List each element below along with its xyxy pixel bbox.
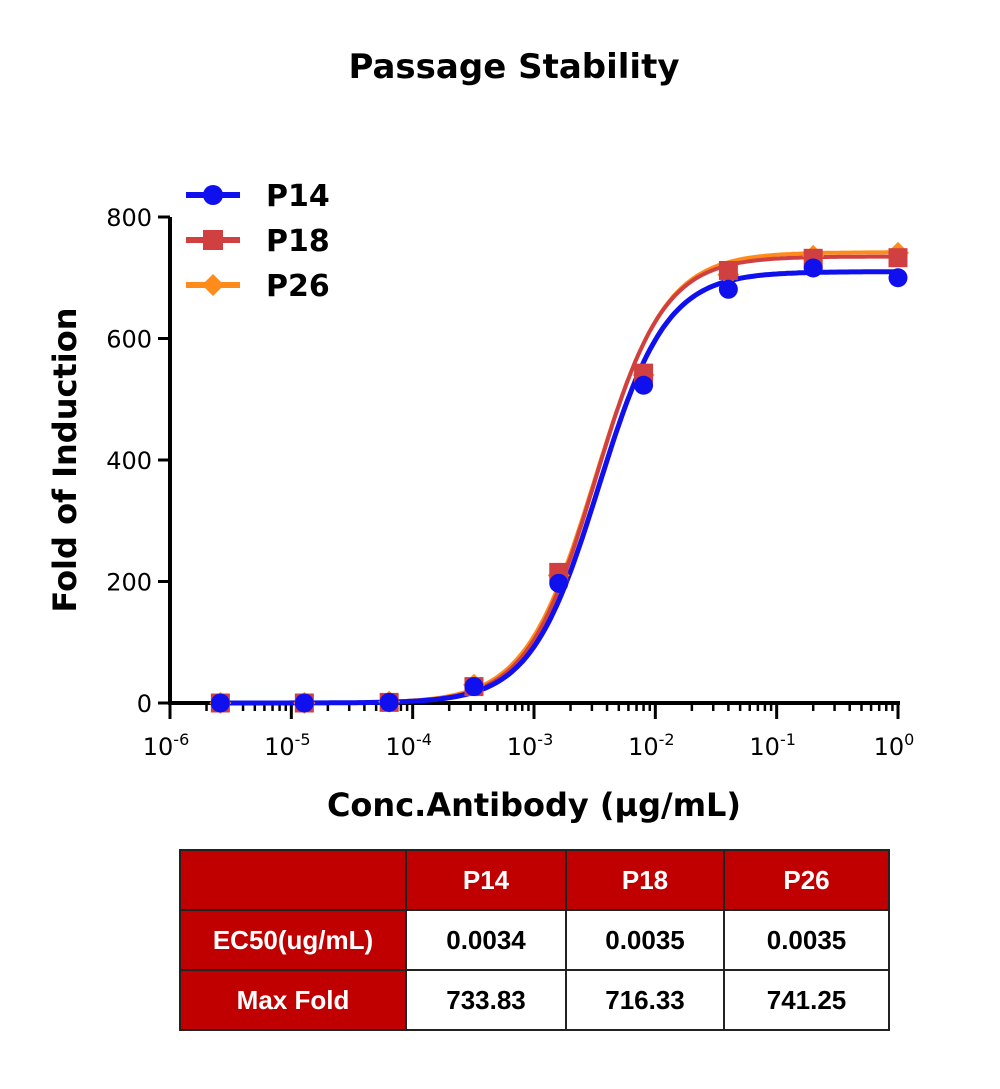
data-point-p14 bbox=[464, 677, 484, 697]
row-label: EC50(ug/mL) bbox=[179, 909, 407, 971]
fit-curve-p18 bbox=[220, 254, 899, 705]
data-point-p14 bbox=[634, 375, 654, 395]
x-tick-label: 10-3 bbox=[507, 730, 554, 761]
table-cell: 733.83 bbox=[405, 969, 567, 1031]
legend-marker-p14 bbox=[203, 185, 223, 205]
table-row: EC50(ug/mL) 0.0034 0.0035 0.0035 bbox=[179, 909, 890, 971]
table-cell: 716.33 bbox=[565, 969, 725, 1031]
y-tick-label: 200 bbox=[106, 569, 152, 597]
data-point-p18 bbox=[888, 248, 908, 268]
table-header-row: P14 P18 P26 bbox=[179, 849, 890, 911]
x-axis-title: Conc.Antibody (µg/mL) bbox=[327, 786, 741, 824]
fit-curve-p14 bbox=[220, 269, 898, 706]
data-point-p14 bbox=[888, 268, 908, 288]
fit-curves bbox=[220, 250, 899, 706]
table-header-cell: P18 bbox=[565, 849, 725, 911]
dose-response-chart: Passage Stability 0 200 400 600 800 10-6 10-5 1… bbox=[46, 47, 915, 824]
table-header-cell bbox=[179, 849, 407, 911]
table-cell: 741.25 bbox=[723, 969, 890, 1031]
y-tick-label: 800 bbox=[106, 204, 152, 232]
legend-label: P26 bbox=[266, 269, 330, 304]
legend-marker-p18 bbox=[203, 230, 223, 250]
table-header-cell: P14 bbox=[405, 849, 567, 911]
table-row: Max Fold 733.83 716.33 741.25 bbox=[179, 969, 890, 1031]
legend-marker-p26 bbox=[202, 274, 224, 296]
fit-curve-p26 bbox=[220, 250, 898, 705]
y-tick-label: 400 bbox=[106, 447, 152, 475]
x-tick-label: 10-2 bbox=[628, 730, 675, 761]
x-tick-label: 10-6 bbox=[143, 730, 190, 761]
row-label: Max Fold bbox=[179, 969, 407, 1031]
ec50-table: P14 P18 P26 EC50(ug/mL) 0.0034 0.0035 0.… bbox=[179, 849, 890, 1031]
x-tick-label: 100 bbox=[874, 730, 915, 761]
table-cell: 0.0034 bbox=[405, 909, 567, 971]
table-cell: 0.0035 bbox=[565, 909, 725, 971]
data-point-p14 bbox=[549, 573, 569, 593]
y-tick-label: 0 bbox=[137, 690, 152, 718]
table-header-cell: P26 bbox=[723, 849, 890, 911]
x-tick-label: 10-4 bbox=[385, 730, 432, 761]
data-point-p14 bbox=[379, 692, 399, 712]
data-point-p14 bbox=[718, 279, 738, 299]
legend-label: P14 bbox=[266, 179, 330, 214]
y-axis-title: Fold of Induction bbox=[46, 308, 84, 613]
data-point-p14 bbox=[294, 693, 314, 713]
legend: P14 P18 P26 bbox=[186, 179, 330, 304]
x-tick-label: 10-1 bbox=[749, 730, 796, 761]
data-point-p18 bbox=[718, 260, 738, 280]
y-tick-label: 600 bbox=[106, 326, 152, 354]
table-cell: 0.0035 bbox=[723, 909, 890, 971]
x-tick-label: 10-5 bbox=[264, 730, 311, 761]
data-point-p14 bbox=[210, 693, 230, 713]
legend-label: P18 bbox=[266, 224, 330, 259]
data-points bbox=[209, 241, 909, 714]
data-point-p14 bbox=[803, 258, 823, 278]
chart-title: Passage Stability bbox=[348, 47, 679, 87]
